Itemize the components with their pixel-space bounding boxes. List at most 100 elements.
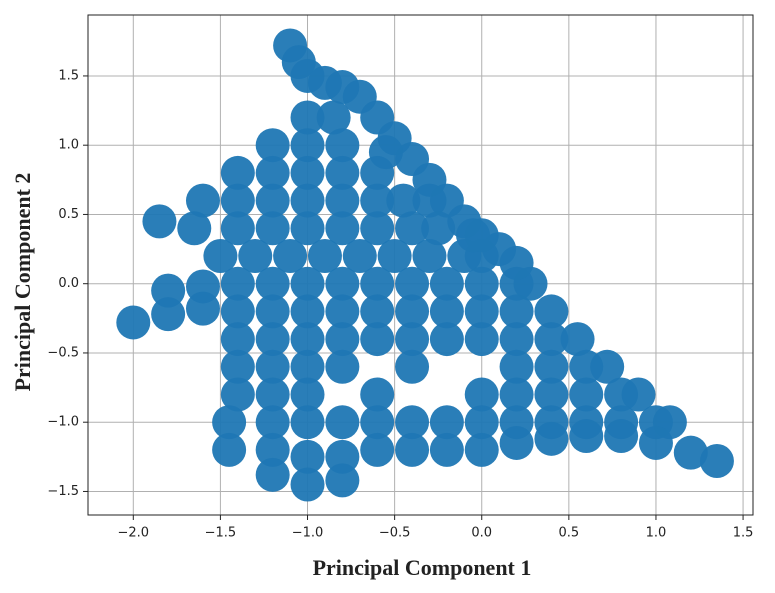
- point: [220, 294, 255, 329]
- point: [290, 266, 325, 301]
- x-tick-label: 0.5: [559, 526, 580, 541]
- y-tick-label: 1.5: [58, 68, 79, 83]
- point: [590, 349, 625, 384]
- point: [255, 349, 290, 384]
- point: [360, 294, 395, 329]
- point: [255, 405, 290, 440]
- point: [290, 211, 325, 246]
- point: [325, 183, 360, 218]
- point: [116, 305, 151, 340]
- x-tick-label: 0.0: [471, 526, 492, 541]
- point: [412, 238, 447, 273]
- point: [255, 432, 290, 467]
- point: [534, 349, 569, 384]
- point: [360, 377, 395, 412]
- point: [212, 432, 247, 467]
- point: [325, 322, 360, 357]
- point: [560, 322, 595, 357]
- point: [325, 211, 360, 246]
- point: [534, 322, 569, 357]
- point: [360, 322, 395, 357]
- point: [290, 377, 325, 412]
- point: [220, 183, 255, 218]
- x-tick-label: −1.5: [205, 526, 237, 541]
- point: [151, 273, 186, 308]
- point: [429, 266, 464, 301]
- point: [220, 322, 255, 357]
- point: [220, 377, 255, 412]
- point: [290, 294, 325, 329]
- point: [255, 266, 290, 301]
- point: [325, 128, 360, 163]
- y-tick-label: 0.5: [58, 207, 79, 222]
- point: [499, 377, 534, 412]
- point: [604, 419, 639, 454]
- point: [220, 349, 255, 384]
- point: [360, 183, 395, 218]
- point: [342, 238, 377, 273]
- point: [238, 238, 273, 273]
- point: [534, 421, 569, 456]
- point: [220, 211, 255, 246]
- point: [290, 100, 325, 135]
- point: [395, 211, 430, 246]
- point: [569, 377, 604, 412]
- y-tick-label: −0.5: [47, 345, 79, 360]
- x-tick-label: 1.5: [733, 526, 754, 541]
- point: [456, 218, 491, 253]
- point: [429, 294, 464, 329]
- point: [203, 238, 238, 273]
- point: [185, 291, 220, 326]
- point: [325, 266, 360, 301]
- point: [464, 405, 499, 440]
- point: [464, 266, 499, 301]
- plot-frame: [87, 14, 754, 516]
- point: [673, 435, 708, 470]
- point: [395, 405, 430, 440]
- point: [255, 155, 290, 190]
- point: [386, 183, 421, 218]
- point: [255, 377, 290, 412]
- point: [638, 425, 673, 460]
- point: [255, 128, 290, 163]
- point: [290, 349, 325, 384]
- point: [429, 405, 464, 440]
- point: [464, 377, 499, 412]
- point: [429, 322, 464, 357]
- point: [360, 211, 395, 246]
- y-tick-label: −1.5: [47, 484, 79, 499]
- x-axis-label: Principal Component 1: [313, 555, 532, 580]
- point: [534, 294, 569, 329]
- point: [255, 211, 290, 246]
- point: [325, 463, 360, 498]
- point: [464, 294, 499, 329]
- point: [316, 100, 351, 135]
- point: [395, 266, 430, 301]
- point: [464, 322, 499, 357]
- point: [325, 349, 360, 384]
- point: [395, 432, 430, 467]
- y-axis-label: Principal Component 2: [10, 173, 35, 392]
- point: [395, 322, 430, 357]
- x-tick-label: −0.5: [379, 526, 411, 541]
- point: [273, 238, 308, 273]
- y-tick-label: 1.0: [58, 138, 79, 153]
- point: [395, 349, 430, 384]
- point: [360, 266, 395, 301]
- point: [325, 155, 360, 190]
- point: [255, 322, 290, 357]
- point: [290, 322, 325, 357]
- point: [429, 432, 464, 467]
- point: [699, 443, 734, 478]
- point: [142, 204, 177, 239]
- point: [255, 183, 290, 218]
- point: [395, 294, 430, 329]
- point: [290, 183, 325, 218]
- point: [499, 425, 534, 460]
- point: [290, 128, 325, 163]
- point: [255, 294, 290, 329]
- point: [621, 377, 656, 412]
- point: [325, 294, 360, 329]
- point: [185, 183, 220, 218]
